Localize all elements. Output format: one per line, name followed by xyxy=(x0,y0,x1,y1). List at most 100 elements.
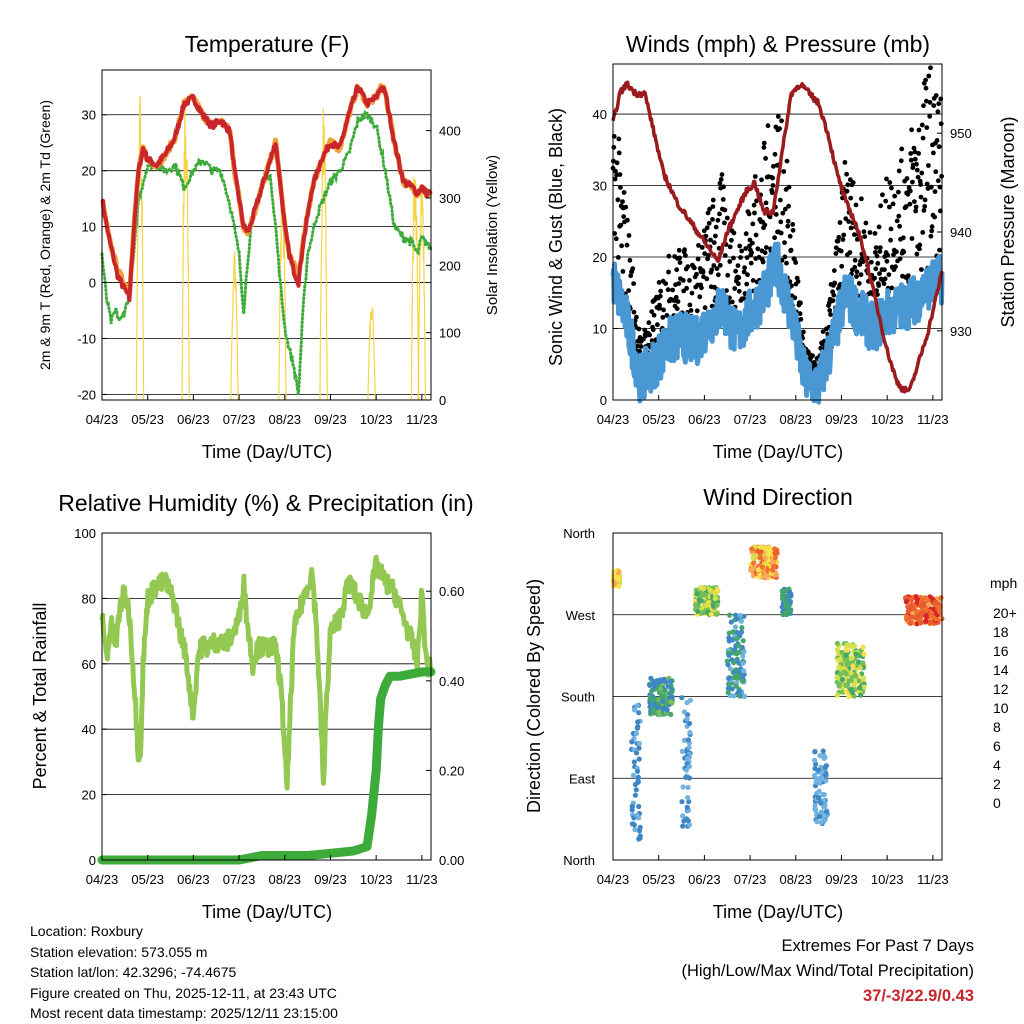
x-tick-label: 06/23 xyxy=(688,872,721,887)
direction-point xyxy=(912,614,918,620)
gust-point xyxy=(832,280,838,286)
x-tick-label: 06/23 xyxy=(688,412,721,427)
gust-point xyxy=(688,308,694,313)
gust-point xyxy=(761,145,767,150)
direction-point xyxy=(740,649,747,655)
gust-point xyxy=(867,230,873,235)
humidity-title: Relative Humidity (%) & Precipitation (i… xyxy=(58,490,473,516)
x-tick-label: 08/23 xyxy=(780,412,813,427)
gust-point xyxy=(750,240,755,246)
gust-point xyxy=(936,101,942,107)
temperature-x-axis-label: Time (Day/UTC) xyxy=(202,442,332,462)
direction-point xyxy=(669,689,675,695)
gust-point xyxy=(921,103,926,109)
x-tick-label: 06/23 xyxy=(177,412,210,427)
direction-tick-label: North xyxy=(563,526,595,541)
gust-point xyxy=(744,255,750,260)
gust-point xyxy=(917,242,923,248)
gust-point xyxy=(717,262,723,268)
gust-point xyxy=(840,237,846,243)
gust-point xyxy=(676,281,682,286)
direction-point xyxy=(694,591,700,597)
gust-point xyxy=(831,268,837,273)
y-tick-label: 10 xyxy=(593,322,607,337)
gust-point xyxy=(711,263,717,268)
gust-point xyxy=(937,247,942,253)
gust-point xyxy=(844,188,850,194)
gust-point xyxy=(715,217,721,223)
direction-title: Wind Direction xyxy=(703,484,853,510)
x-tick-label: 10/23 xyxy=(871,872,904,887)
gust-point xyxy=(727,244,733,250)
gust-point xyxy=(689,290,695,296)
gust-point xyxy=(920,230,926,235)
direction-point xyxy=(926,601,932,607)
gust-point xyxy=(889,285,895,291)
direction-point xyxy=(848,670,854,676)
solar-series xyxy=(135,95,427,401)
gust-point xyxy=(927,100,933,105)
gust-point xyxy=(704,225,710,231)
temp-9m-series xyxy=(100,83,433,299)
gust-point xyxy=(721,184,726,190)
direction-point xyxy=(634,725,641,731)
gust-point xyxy=(739,248,745,254)
direction-point xyxy=(629,739,635,745)
x-tick-label: 10/23 xyxy=(360,412,393,427)
y2-tick-label: 0.00 xyxy=(439,853,464,868)
winds-title: Winds (mph) & Pressure (mb) xyxy=(626,31,930,57)
direction-point xyxy=(823,809,830,815)
gust-point xyxy=(663,281,668,286)
direction-point xyxy=(819,809,825,815)
x-tick-label: 08/23 xyxy=(780,872,813,887)
gust-point xyxy=(673,294,679,300)
x-tick-label: 05/23 xyxy=(642,872,675,887)
gust-point xyxy=(713,224,719,230)
y-tick-label: 60 xyxy=(82,657,96,672)
x-tick-label: 09/23 xyxy=(825,872,858,887)
legend-label: 8 xyxy=(993,719,1001,735)
direction-point xyxy=(738,629,745,635)
gust-point xyxy=(884,176,889,182)
gust-point xyxy=(772,235,777,241)
gust-point xyxy=(753,232,759,238)
gust-point xyxy=(828,312,833,317)
y2-tick-label: 950 xyxy=(950,126,972,141)
x-tick-label: 11/23 xyxy=(917,412,949,427)
gust-point xyxy=(912,156,918,162)
direction-point xyxy=(684,716,690,722)
gust-point xyxy=(741,269,747,275)
direction-point xyxy=(613,574,619,581)
direction-point xyxy=(914,596,920,603)
gust-point xyxy=(831,292,837,298)
gust-point xyxy=(771,163,776,169)
gust-point xyxy=(750,221,756,227)
direction-point xyxy=(861,684,867,690)
direction-point xyxy=(913,608,920,614)
direction-point xyxy=(860,675,867,681)
gust-point xyxy=(620,269,626,274)
legend-label: 14 xyxy=(993,662,1009,678)
direction-point xyxy=(707,587,713,593)
direction-point xyxy=(686,763,693,770)
gust-point xyxy=(722,207,728,213)
gust-point xyxy=(636,326,642,332)
direction-point xyxy=(693,601,699,608)
direction-point xyxy=(844,642,850,648)
gust-point xyxy=(775,114,781,119)
gust-point xyxy=(919,267,924,272)
gust-point xyxy=(638,344,644,349)
gust-point xyxy=(696,243,701,248)
gust-point xyxy=(912,199,917,205)
gust-point xyxy=(894,218,900,224)
gust-point xyxy=(873,250,878,255)
gust-point xyxy=(680,278,686,283)
direction-point xyxy=(813,807,819,813)
gust-point xyxy=(763,200,769,206)
gust-point xyxy=(922,197,928,203)
gust-point xyxy=(905,273,911,278)
gust-point xyxy=(709,267,715,273)
direction-point xyxy=(695,608,701,615)
direction-point xyxy=(727,681,733,687)
gust-point xyxy=(780,210,786,216)
